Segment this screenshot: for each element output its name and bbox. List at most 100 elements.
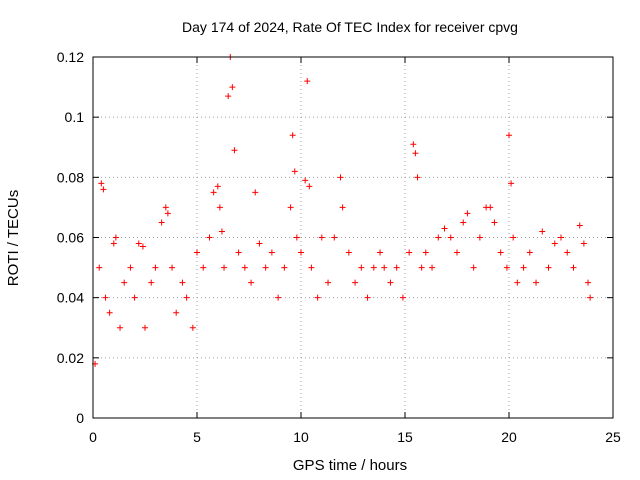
data-point bbox=[98, 180, 105, 187]
data-point bbox=[520, 264, 527, 271]
data-point bbox=[314, 294, 321, 301]
data-point bbox=[268, 249, 275, 256]
data-point bbox=[381, 264, 388, 271]
data-point bbox=[370, 264, 377, 271]
data-point bbox=[148, 279, 155, 286]
y-tick-label: 0.02 bbox=[57, 350, 84, 366]
x-tick-label: 25 bbox=[605, 429, 621, 445]
data-point bbox=[551, 240, 558, 247]
data-point bbox=[179, 279, 186, 286]
data-point bbox=[587, 294, 594, 301]
data-point bbox=[358, 264, 365, 271]
data-point bbox=[447, 234, 454, 241]
x-tick-label: 0 bbox=[89, 429, 97, 445]
data-point bbox=[100, 186, 107, 193]
data-point bbox=[429, 264, 436, 271]
x-tick-label: 15 bbox=[397, 429, 413, 445]
data-point bbox=[325, 279, 332, 286]
data-point bbox=[121, 279, 128, 286]
data-point bbox=[454, 249, 460, 256]
data-point bbox=[210, 189, 217, 196]
data-point bbox=[106, 309, 113, 316]
data-point bbox=[506, 132, 512, 139]
data-point bbox=[218, 228, 225, 235]
data-point bbox=[497, 249, 504, 256]
data-point bbox=[514, 279, 521, 286]
data-point bbox=[503, 264, 510, 271]
data-point bbox=[318, 234, 325, 241]
data-point bbox=[221, 264, 228, 271]
data-point bbox=[139, 243, 146, 250]
data-point bbox=[112, 234, 119, 241]
data-point bbox=[585, 279, 592, 286]
data-point bbox=[464, 210, 471, 217]
data-point bbox=[291, 168, 298, 175]
data-point bbox=[564, 249, 571, 256]
data-point bbox=[331, 234, 338, 241]
data-point bbox=[235, 249, 242, 256]
data-point bbox=[173, 309, 180, 316]
data-point bbox=[302, 177, 309, 184]
data-point bbox=[96, 264, 103, 271]
data-point bbox=[412, 150, 419, 157]
x-tick-label: 5 bbox=[193, 429, 201, 445]
data-point bbox=[470, 264, 477, 271]
data-points bbox=[92, 54, 594, 367]
data-point bbox=[229, 84, 236, 91]
data-point bbox=[162, 204, 169, 211]
data-point bbox=[256, 240, 263, 247]
data-point bbox=[399, 294, 406, 301]
data-point bbox=[476, 234, 483, 241]
data-point bbox=[406, 249, 413, 256]
data-point bbox=[131, 294, 138, 301]
data-point bbox=[422, 249, 429, 256]
grid-layer bbox=[93, 57, 613, 418]
data-point bbox=[306, 183, 313, 190]
data-point bbox=[558, 234, 564, 241]
data-point bbox=[289, 132, 296, 139]
data-point bbox=[142, 324, 148, 331]
data-point bbox=[110, 240, 117, 247]
data-point bbox=[225, 93, 232, 100]
data-point bbox=[216, 204, 223, 211]
data-point bbox=[487, 204, 494, 211]
ticks-layer: 0 5 10 15 20 25 0 0.02 0.04 0.06 0.08 0.1 0.12 bbox=[57, 49, 621, 445]
data-point bbox=[441, 225, 448, 232]
data-point bbox=[576, 222, 583, 229]
data-point bbox=[231, 147, 238, 154]
data-point bbox=[169, 264, 176, 271]
y-tick-label: 0.08 bbox=[57, 169, 84, 185]
data-point bbox=[345, 249, 352, 256]
data-point bbox=[262, 264, 269, 271]
data-point bbox=[510, 234, 517, 241]
data-point bbox=[293, 234, 300, 241]
data-point bbox=[533, 279, 540, 286]
data-point bbox=[304, 78, 311, 85]
data-point bbox=[206, 234, 213, 241]
y-tick-label: 0.12 bbox=[57, 49, 84, 65]
data-point bbox=[248, 279, 255, 286]
data-point bbox=[352, 279, 359, 286]
data-point bbox=[127, 264, 134, 271]
data-point bbox=[393, 264, 400, 271]
data-point bbox=[526, 249, 533, 256]
y-axis-label: ROTI / TECUs bbox=[5, 190, 22, 286]
data-point bbox=[410, 141, 417, 148]
data-point bbox=[308, 264, 315, 271]
x-axis-label: GPS time / hours bbox=[293, 457, 407, 474]
data-point bbox=[135, 240, 142, 247]
data-point bbox=[337, 174, 344, 181]
y-tick-label: 0.06 bbox=[57, 230, 84, 246]
data-point bbox=[287, 204, 294, 211]
data-point bbox=[275, 294, 282, 301]
data-point bbox=[281, 264, 288, 271]
data-point bbox=[491, 219, 498, 226]
data-point bbox=[539, 228, 546, 235]
data-point bbox=[364, 294, 371, 301]
data-point bbox=[298, 249, 304, 256]
data-point bbox=[435, 234, 442, 241]
data-point bbox=[164, 210, 171, 217]
data-point bbox=[580, 240, 587, 247]
data-point bbox=[158, 219, 165, 226]
